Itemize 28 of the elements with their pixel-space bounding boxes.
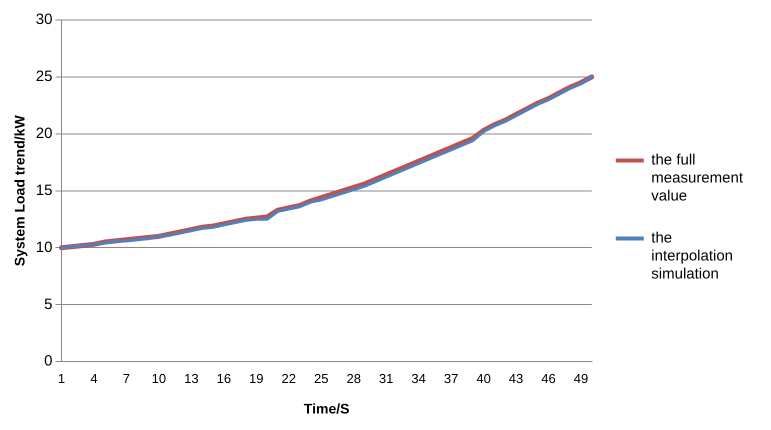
- x-axis-title: Time/S: [304, 400, 350, 416]
- y-tick-label: 5: [44, 296, 52, 313]
- x-tick-label: 25: [314, 370, 328, 386]
- x-tick-label: 22: [282, 370, 296, 386]
- x-tick-label: 19: [249, 370, 264, 386]
- y-tick-label: 10: [36, 238, 52, 256]
- y-tick-label: 15: [36, 182, 52, 199]
- x-tick-label: 28: [346, 370, 361, 386]
- x-tick-label: 37: [444, 370, 458, 386]
- x-tick-label: 40: [476, 370, 491, 386]
- x-tick-label: 13: [184, 370, 199, 386]
- x-tick-label: 1: [58, 370, 66, 386]
- x-tick-label: 10: [152, 370, 166, 386]
- legend-label: the interpolation simulation: [651, 230, 734, 283]
- x-tick-label: 43: [508, 370, 524, 386]
- x-tick-label: 4: [90, 370, 98, 386]
- legend-label: the full measurement value: [651, 152, 744, 205]
- x-tick-label: 31: [378, 370, 394, 386]
- x-tick-label: 46: [541, 370, 556, 386]
- x-tick-label: 49: [574, 370, 588, 386]
- y-tick-label: 0: [44, 352, 52, 370]
- y-tick-label: 25: [36, 68, 52, 86]
- y-tick-label: 20: [36, 125, 52, 142]
- x-tick-label: 7: [122, 370, 130, 386]
- x-tick-label: 34: [411, 370, 426, 386]
- y-tick-label: 30: [36, 11, 52, 28]
- x-tick-label: 16: [216, 370, 232, 386]
- y-axis-title: System Load trend/kW: [11, 114, 28, 266]
